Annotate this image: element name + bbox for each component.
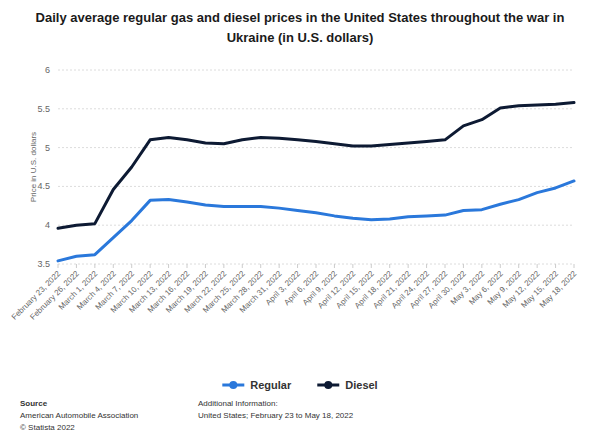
legend-label: Diesel bbox=[345, 379, 377, 391]
x-tick bbox=[574, 264, 575, 268]
x-tick bbox=[113, 264, 114, 268]
footer-text: Source bbox=[20, 399, 48, 408]
grid bbox=[58, 70, 574, 264]
footer-text: American Automobile Association bbox=[20, 411, 138, 420]
x-tick bbox=[316, 264, 317, 268]
footer-text: Additional Information: bbox=[198, 399, 278, 408]
x-tick bbox=[426, 264, 427, 268]
x-tick bbox=[297, 264, 298, 268]
x-tick bbox=[537, 264, 538, 268]
series-group bbox=[58, 103, 574, 261]
x-tick bbox=[352, 264, 353, 268]
legend-label: Regular bbox=[250, 379, 292, 391]
y-tick-label: 5.5 bbox=[37, 104, 50, 114]
x-tick bbox=[445, 264, 446, 268]
grid-line bbox=[58, 70, 574, 71]
y-axis-label: Price in U.S. dollars bbox=[29, 132, 38, 202]
x-tick bbox=[279, 264, 280, 268]
x-tick bbox=[168, 264, 169, 268]
grid-line bbox=[58, 147, 574, 148]
series-line bbox=[58, 181, 574, 261]
footer-text: © Statista 2022 bbox=[20, 423, 75, 432]
legend-swatch-dot bbox=[229, 381, 237, 389]
x-tick bbox=[371, 264, 372, 268]
grid-line bbox=[58, 186, 574, 187]
footer-text: United States; February 23 to May 18, 20… bbox=[198, 411, 354, 420]
x-tick bbox=[260, 264, 261, 268]
x-tick bbox=[58, 264, 59, 268]
y-tick-label: 3.5 bbox=[37, 259, 50, 269]
x-tick bbox=[131, 264, 132, 268]
title-line: Daily average regular gas and diesel pri… bbox=[36, 10, 565, 25]
x-tick bbox=[518, 264, 519, 268]
grid-line bbox=[58, 225, 574, 226]
legend-swatch-dot bbox=[324, 381, 332, 389]
y-tick-label: 4 bbox=[45, 220, 50, 230]
x-tick bbox=[463, 264, 464, 268]
x-tick bbox=[555, 264, 556, 268]
x-tick-label: May 18, 2022 bbox=[538, 269, 579, 310]
x-tick bbox=[334, 264, 335, 268]
x-tick bbox=[150, 264, 151, 268]
x-tick bbox=[223, 264, 224, 268]
x-tick bbox=[481, 264, 482, 268]
series-line bbox=[58, 103, 574, 229]
y-tick-label: 6 bbox=[45, 65, 50, 75]
x-tick bbox=[242, 264, 243, 268]
y-tick-label: 4.5 bbox=[37, 181, 50, 191]
x-tick bbox=[389, 264, 390, 268]
x-tick bbox=[187, 264, 188, 268]
x-tick bbox=[408, 264, 409, 268]
x-tick bbox=[500, 264, 501, 268]
chart: Daily average regular gas and diesel pri… bbox=[0, 0, 600, 446]
title: Daily average regular gas and diesel pri… bbox=[36, 10, 565, 45]
x-tick bbox=[76, 264, 77, 268]
title-line: Ukraine (in U.S. dollars) bbox=[227, 30, 374, 45]
y-tick-label: 5 bbox=[45, 143, 50, 153]
x-tick bbox=[205, 264, 206, 268]
x-tick bbox=[94, 264, 95, 268]
legend: Regular Diesel bbox=[222, 379, 377, 391]
